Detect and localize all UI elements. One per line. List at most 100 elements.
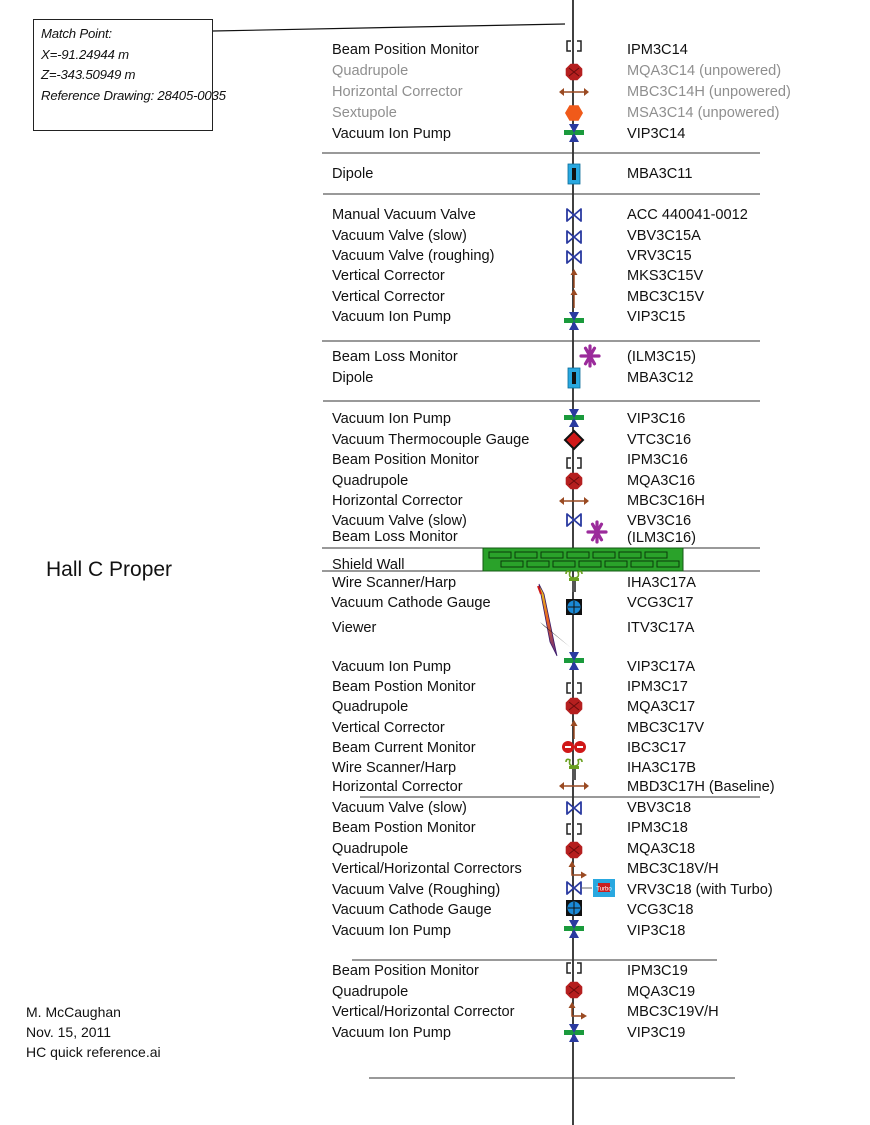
component-id: VBV3C18	[627, 800, 692, 816]
shield-wall-label: Shield Wall	[332, 557, 405, 573]
component-id: VCG3C18	[627, 902, 694, 918]
component-id: (ILM3C16)	[627, 530, 696, 546]
dipole-icon	[567, 163, 581, 185]
horizontal-corrector-icon	[559, 782, 589, 790]
component-id: VIP3C18	[627, 923, 686, 939]
component-id: IBC3C17	[627, 740, 687, 756]
component-id: MQA3C14 (unpowered)	[627, 63, 782, 79]
shield-brick	[514, 551, 538, 559]
horizontal-corrector-icon	[559, 88, 589, 96]
component-id: ITV3C17A	[627, 620, 695, 636]
component-label: Beam Position Monitor	[332, 452, 479, 468]
vertical-corrector-icon	[570, 269, 578, 288]
component-label: Vacuum Valve (Roughing)	[332, 882, 501, 898]
match-point-box: Match Point: X=-91.24944 m Z=-343.50949 …	[33, 19, 226, 131]
vertical-corrector-icon	[570, 720, 578, 739]
component-id: MBC3C19V/H	[627, 1004, 719, 1020]
shield-brick	[578, 560, 602, 568]
shield-wall-block	[482, 547, 684, 572]
valve-icon	[566, 250, 582, 264]
cathode-gauge-icon	[566, 900, 582, 916]
component-label: Vertical Corrector	[332, 720, 445, 736]
shield-brick	[644, 551, 668, 559]
component-label: Beam Postion Monitor	[332, 679, 476, 695]
component-label: Manual Vacuum Valve	[332, 207, 476, 223]
component-label: Beam Current Monitor	[332, 740, 476, 756]
dipole-icon	[567, 367, 581, 389]
quadrupole-icon	[565, 472, 583, 490]
component-label: Sextupole	[332, 105, 397, 121]
shield-brick	[656, 560, 680, 568]
valve-icon	[566, 801, 582, 815]
ion-pump-icon	[564, 409, 584, 427]
component-id: MKS3C15V	[627, 268, 704, 284]
component-id: MBC3C17V	[627, 720, 705, 736]
shield-brick	[526, 560, 550, 568]
component-id: VIP3C16	[627, 411, 686, 427]
component-label: Vertical Corrector	[332, 268, 445, 284]
loss-monitor-icon	[586, 520, 608, 544]
component-label: Vacuum Cathode Gauge	[332, 902, 492, 918]
component-id: MQA3C16	[627, 473, 696, 489]
component-label: Vacuum Ion Pump	[332, 659, 451, 675]
valve-icon	[566, 230, 582, 244]
component-label: Beam Postion Monitor	[332, 820, 476, 836]
quadrupole-icon	[565, 841, 583, 859]
component-id: IPM3C17	[627, 679, 688, 695]
sextupole-icon	[565, 105, 583, 121]
valve-icon	[566, 208, 582, 222]
component-label: Horizontal Corrector	[332, 779, 463, 795]
component-label: Beam Loss Monitor	[332, 349, 458, 365]
component-id: VTC3C16	[627, 432, 692, 448]
component-id: VIP3C19	[627, 1025, 686, 1041]
component-id: VBV3C16	[627, 513, 692, 529]
component-id: VRV3C18 (with Turbo)	[627, 882, 773, 898]
component-id: MSA3C14 (unpowered)	[627, 105, 780, 121]
component-label: Beam Loss Monitor	[332, 529, 458, 545]
harp-icon	[565, 758, 583, 780]
shield-brick	[500, 560, 524, 568]
shield-brick	[630, 560, 654, 568]
vertical-corrector-icon	[570, 289, 578, 308]
component-label: Quadrupole	[332, 841, 409, 857]
component-icons: Turbo	[537, 40, 615, 1042]
component-label: Vacuum Cathode Gauge	[331, 595, 491, 611]
component-id: MBC3C18V/H	[627, 861, 719, 877]
component-id: VIP3C17A	[627, 659, 696, 675]
component-id: MBC3C14H (unpowered)	[627, 84, 791, 100]
drawing-date: Nov. 15, 2011	[26, 1024, 112, 1040]
valve-turbo-icon: Turbo	[566, 879, 615, 897]
vh-corrector-icon	[568, 1002, 587, 1020]
bpm-icon	[566, 682, 582, 694]
bpm-icon	[566, 962, 582, 974]
component-id: MBC3C16H	[627, 493, 705, 509]
component-id: (ILM3C15)	[627, 349, 696, 365]
ion-pump-icon	[564, 124, 584, 142]
component-label: Quadrupole	[332, 984, 409, 1000]
component-id: IPM3C18	[627, 820, 688, 836]
ion-pump-icon	[564, 920, 584, 938]
component-label: Vacuum Valve (roughing)	[332, 248, 495, 264]
component-label: Quadrupole	[332, 699, 409, 715]
component-id: MQA3C19	[627, 984, 696, 1000]
match-point-leader	[212, 23, 566, 32]
turbo-label: Turbo	[596, 887, 612, 893]
component-label: Vacuum Ion Pump	[332, 126, 451, 142]
component-id: VBV3C15A	[627, 228, 701, 244]
component-label: Vacuum Ion Pump	[332, 923, 451, 939]
component-id: IPM3C19	[627, 963, 688, 979]
hall-label: Hall C Proper	[46, 558, 173, 581]
ion-pump-icon	[564, 652, 584, 670]
component-label: Beam Position Monitor	[332, 42, 479, 58]
cathode-gauge-icon	[566, 599, 582, 615]
component-label: Dipole	[332, 370, 374, 386]
shield-wall	[482, 547, 684, 572]
shield-brick	[488, 551, 512, 559]
ion-pump-icon	[564, 1024, 584, 1042]
loss-monitor-icon	[579, 344, 601, 368]
bpm-icon	[566, 40, 582, 52]
component-label: Vertical/Horizontal Correctors	[332, 861, 522, 877]
component-id: IPM3C14	[627, 42, 688, 58]
vh-corrector-icon	[568, 861, 587, 879]
